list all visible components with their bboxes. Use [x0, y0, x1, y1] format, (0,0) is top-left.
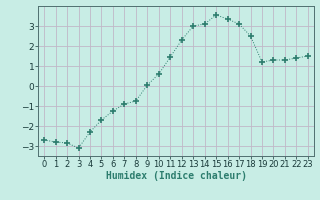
- X-axis label: Humidex (Indice chaleur): Humidex (Indice chaleur): [106, 171, 246, 181]
